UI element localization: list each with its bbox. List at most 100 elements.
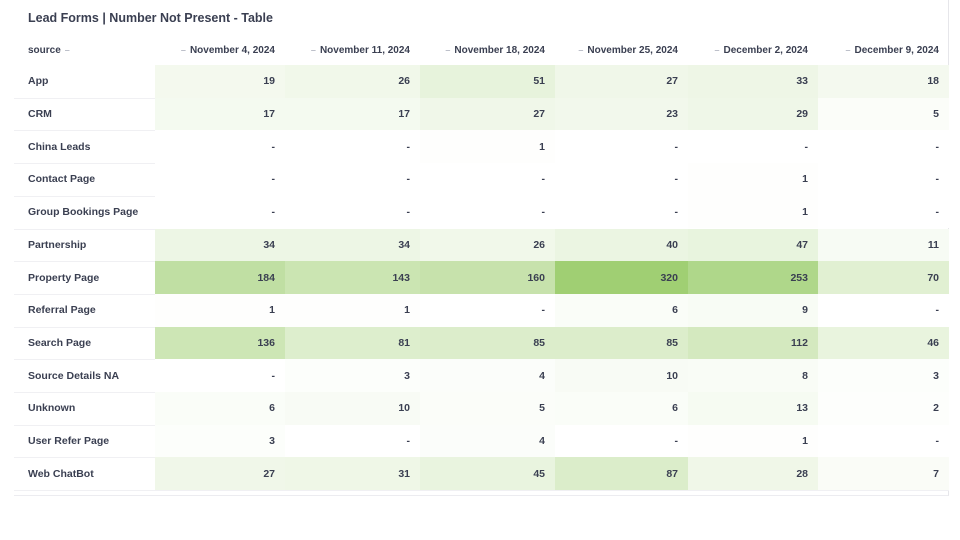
value-cell: - [420, 195, 555, 229]
value-cell: 1 [285, 293, 420, 327]
column-header: – November 25, 2024 [555, 35, 688, 65]
value-cell: - [688, 130, 818, 164]
sort-icon[interactable]: – [180, 45, 186, 55]
value-cell: 17 [285, 97, 420, 131]
value-cell: - [285, 424, 420, 458]
value-cell: 253 [688, 261, 818, 294]
value-cell: 51 [420, 65, 555, 98]
row-label: App [28, 75, 49, 88]
row-label: User Refer Page [28, 435, 110, 448]
value-cell: 34 [285, 228, 420, 262]
sort-icon[interactable]: – [64, 45, 70, 55]
value-cell: - [285, 130, 420, 164]
value-cell: 17 [155, 97, 285, 131]
value-cell: - [555, 424, 688, 458]
value-cell: 8 [688, 359, 818, 392]
table-title: Lead Forms | Number Not Present - Table [28, 11, 273, 25]
value-cell: 13 [688, 392, 818, 425]
row-label: Contact Page [28, 173, 96, 186]
value-cell: - [818, 130, 949, 164]
value-cell: - [555, 195, 688, 229]
row-label: Unknown [28, 402, 76, 415]
value-cell: 1 [688, 195, 818, 229]
value-cell: 40 [555, 228, 688, 262]
column-label[interactable]: November 4, 2024 [189, 44, 275, 56]
value-cell: - [285, 163, 420, 196]
column-header: – December 2, 2024 [688, 35, 818, 65]
value-cell: 4 [420, 359, 555, 392]
value-cell: 46 [818, 326, 949, 360]
value-cell: - [555, 130, 688, 164]
value-cell: - [420, 293, 555, 327]
value-cell: 26 [285, 65, 420, 98]
value-cell: 6 [155, 392, 285, 425]
value-cell: - [818, 424, 949, 458]
value-cell: 6 [555, 293, 688, 327]
sort-icon[interactable]: – [445, 45, 451, 55]
value-cell: - [155, 359, 285, 392]
value-cell: 19 [155, 65, 285, 98]
value-cell: 34 [155, 228, 285, 262]
column-header: – November 4, 2024 [155, 35, 285, 65]
value-cell: 136 [155, 326, 285, 360]
table-card: Lead Forms | Number Not Present - Table … [14, 0, 949, 496]
column-label[interactable]: November 25, 2024 [587, 44, 678, 56]
column-header: – December 9, 2024 [818, 35, 949, 65]
value-cell: 33 [688, 65, 818, 98]
value-cell: 5 [420, 392, 555, 425]
value-cell: 27 [555, 65, 688, 98]
value-cell: 2 [818, 392, 949, 425]
value-cell: 10 [285, 392, 420, 425]
row-label: Source Details NA [28, 369, 120, 382]
value-cell: 29 [688, 97, 818, 131]
row-label: Web ChatBot [28, 467, 94, 480]
value-cell: 70 [818, 261, 949, 294]
value-cell: 1 [155, 293, 285, 327]
sort-icon[interactable]: – [714, 45, 720, 55]
value-cell: 112 [688, 326, 818, 360]
value-cell: 28 [688, 457, 818, 491]
row-label: China Leads [28, 140, 91, 153]
value-cell: 85 [555, 326, 688, 360]
column-header: – November 11, 2024 [285, 35, 420, 65]
value-cell: - [555, 163, 688, 196]
value-cell: 27 [420, 97, 555, 131]
column-label[interactable]: November 18, 2024 [454, 44, 545, 56]
value-cell: 320 [555, 261, 688, 294]
value-cell: 143 [285, 261, 420, 294]
value-cell: 31 [285, 457, 420, 491]
row-label: Partnership [28, 238, 87, 251]
sort-icon[interactable]: – [845, 45, 851, 55]
value-cell: 87 [555, 457, 688, 491]
row-label: Property Page [28, 271, 100, 284]
value-cell: 26 [420, 228, 555, 262]
value-cell: 85 [420, 326, 555, 360]
column-label[interactable]: November 11, 2024 [319, 44, 410, 56]
value-cell: 27 [155, 457, 285, 491]
row-label: Referral Page [28, 304, 96, 317]
value-cell: 4 [420, 424, 555, 458]
value-cell: 6 [555, 392, 688, 425]
sort-icon[interactable]: – [578, 45, 584, 55]
value-cell: - [818, 163, 949, 196]
value-cell: 9 [688, 293, 818, 327]
row-label: Group Bookings Page [28, 206, 139, 219]
value-cell: 1 [688, 163, 818, 196]
value-cell: 7 [818, 457, 949, 491]
value-cell: 47 [688, 228, 818, 262]
column-label[interactable]: December 9, 2024 [854, 44, 939, 56]
value-cell: - [155, 163, 285, 196]
value-cell: - [420, 163, 555, 196]
column-header: source – [14, 35, 155, 65]
sort-icon[interactable]: – [310, 45, 316, 55]
column-label[interactable]: source [28, 44, 61, 56]
value-cell: - [155, 195, 285, 229]
value-cell: 81 [285, 326, 420, 360]
value-cell: - [285, 195, 420, 229]
value-cell: 45 [420, 457, 555, 491]
value-cell: 10 [555, 359, 688, 392]
column-label[interactable]: December 2, 2024 [723, 44, 808, 56]
value-cell: 1 [688, 424, 818, 458]
value-cell: 23 [555, 97, 688, 131]
row-divider [14, 490, 949, 492]
